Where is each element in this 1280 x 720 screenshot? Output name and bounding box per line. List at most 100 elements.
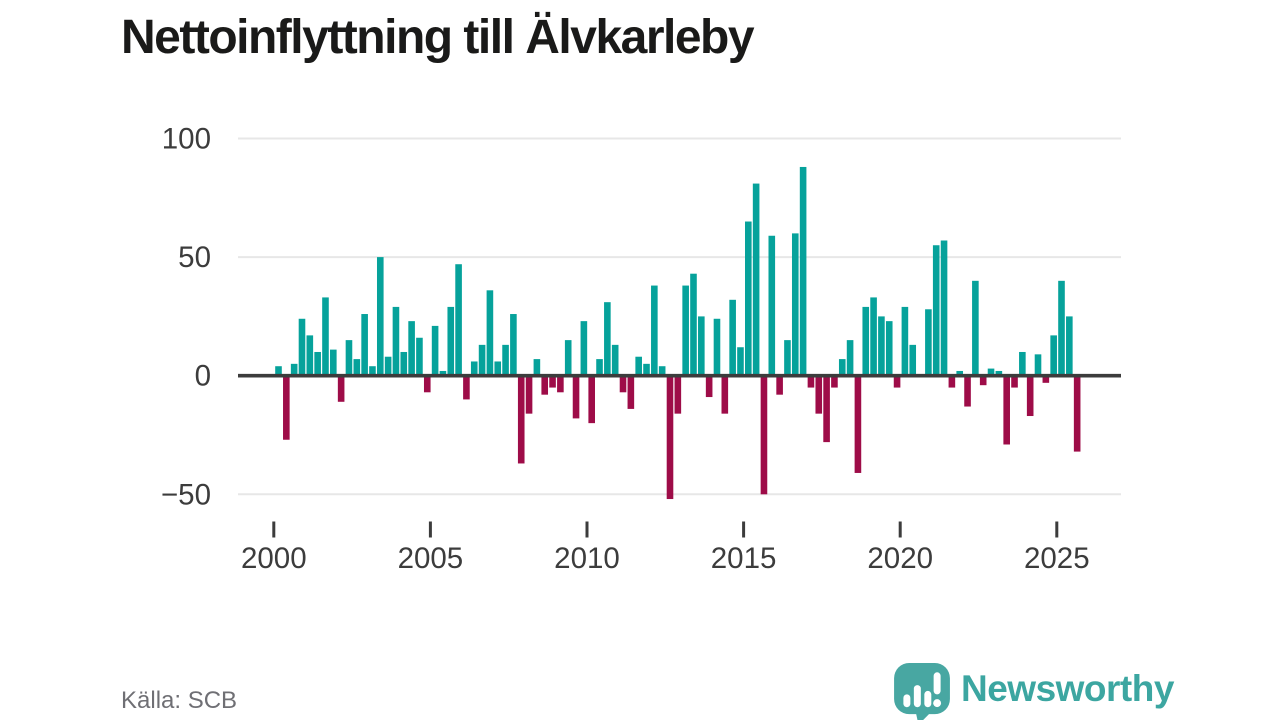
bar-2010-q0 (596, 359, 603, 376)
x-axis-label: 2000 (241, 542, 307, 575)
bar-2022-q0 (979, 375, 987, 386)
bar-2012-q0 (651, 285, 658, 376)
bar-2003-q0 (384, 356, 392, 376)
bar-2004-q0 (416, 337, 423, 376)
bar-2004-q0 (408, 321, 415, 376)
bar-2000-q0 (290, 363, 298, 376)
bar-2023-q0 (1019, 351, 1026, 376)
bar-2022-q0 (964, 375, 971, 407)
bar-2001-q0 (330, 349, 337, 376)
bar-2012-q0 (658, 366, 666, 376)
bar-2021-q0 (948, 375, 956, 388)
bar-2009-q0 (564, 340, 572, 376)
x-axis-label: 2005 (398, 542, 464, 575)
bar-2004-q0 (423, 375, 431, 393)
bar-2012-q0 (666, 375, 674, 500)
bar-2025-q0 (1073, 375, 1081, 452)
bar-2019-q0 (893, 375, 901, 388)
bar-2010-q0 (604, 302, 611, 376)
bar-2022-q0 (987, 368, 995, 376)
bar-2008-q0 (533, 359, 541, 376)
net-migration-bar-chart: 100 50 0 −50 2000 2005 2010 2015 2020 2025 (161, 123, 1121, 575)
x-axis-label: 2010 (554, 542, 620, 575)
bar-2023-q0 (1003, 375, 1010, 445)
bar-2007-q0 (502, 344, 509, 376)
bar-2004-q0 (400, 351, 408, 376)
bar-2025-q0 (1066, 316, 1073, 376)
bar-2006-q0 (463, 375, 470, 400)
bar-2017-q0 (823, 375, 830, 443)
newsworthy-logo-text: Newsworthy (961, 668, 1174, 709)
bar-2002-q0 (337, 375, 345, 402)
bar-2017-q0 (815, 375, 823, 414)
bar-2013-q0 (698, 316, 705, 376)
bar-2009-q0 (572, 375, 580, 419)
bar-2005-q0 (455, 264, 462, 376)
bar-2018-q0 (838, 359, 846, 376)
bar-2024-q0 (1050, 335, 1057, 376)
page-title: Nettoinflyttning till Älvkarleby (121, 11, 755, 64)
bar-2002-q0 (361, 314, 368, 376)
bar-2013-q0 (682, 285, 689, 376)
bar-2006-q0 (478, 344, 486, 376)
bar-2009-q0 (580, 321, 588, 376)
bar-2015-q0 (768, 235, 776, 376)
bar-2018-q0 (846, 340, 854, 376)
bar-2003-q0 (392, 306, 400, 376)
bar-2023-q0 (1011, 375, 1018, 388)
bar-2010-q0 (588, 375, 595, 424)
bar-2005-q0 (439, 370, 447, 376)
bar-2002-q0 (353, 359, 361, 376)
x-axis-label: 2025 (1024, 542, 1090, 575)
x-axis-label: 2020 (867, 542, 933, 575)
y-axis-label: 0 (195, 360, 211, 393)
bar-2014-q0 (729, 299, 736, 376)
bar-2011-q0 (619, 375, 627, 393)
bar-2012-q0 (674, 375, 682, 414)
bar-2022-q0 (972, 280, 979, 376)
bar-2008-q0 (549, 375, 556, 388)
bar-2003-q0 (376, 257, 384, 376)
bar-2000-q0 (275, 366, 282, 376)
bar-2001-q0 (314, 351, 321, 376)
bar-2010-q0 (611, 344, 619, 376)
bar-2020-q0 (901, 306, 909, 376)
bar-2011-q0 (643, 363, 650, 376)
bar-2015-q0 (760, 375, 768, 495)
y-axis-label: −50 (161, 478, 211, 511)
bar-2009-q0 (557, 375, 564, 393)
bar-2011-q0 (627, 375, 635, 409)
bar-2015-q0 (752, 183, 760, 376)
bar-2021-q0 (956, 370, 964, 376)
bar-2005-q0 (447, 306, 455, 376)
bar-2007-q0 (494, 361, 502, 376)
y-axis-label: 100 (162, 123, 211, 156)
bar-2024-q0 (1034, 354, 1042, 376)
bar-2011-q0 (635, 356, 642, 376)
bar-2024-q0 (1026, 375, 1034, 417)
bar-2016-q0 (799, 166, 807, 376)
source-caption: Källa: SCB (121, 687, 238, 714)
bar-2001-q0 (322, 297, 329, 376)
bar-2007-q0 (510, 314, 517, 376)
newsworthy-logo: Newsworthy (894, 663, 1174, 720)
bar-2019-q0 (878, 316, 885, 376)
bar-2008-q0 (541, 375, 549, 395)
bar-2017-q0 (831, 375, 838, 388)
bar-2023-q0 (995, 370, 1003, 376)
bar-2019-q0 (870, 297, 877, 376)
bar-2007-q0 (517, 375, 525, 464)
bar-2014-q0 (713, 318, 721, 376)
bar-2000-q0 (283, 375, 290, 440)
bar-2019-q0 (885, 321, 893, 376)
bar-2015-q0 (745, 221, 752, 376)
x-axis-label: 2015 (711, 542, 777, 575)
bar-2020-q0 (925, 309, 932, 376)
bar-2018-q0 (854, 375, 862, 473)
bar-2013-q0 (690, 273, 697, 376)
bar-2006-q0 (470, 361, 478, 376)
bar-2021-q0 (932, 245, 940, 376)
newsworthy-logo-icon (894, 663, 950, 720)
bar-2016-q0 (776, 375, 783, 395)
bar-2001-q0 (306, 335, 314, 376)
